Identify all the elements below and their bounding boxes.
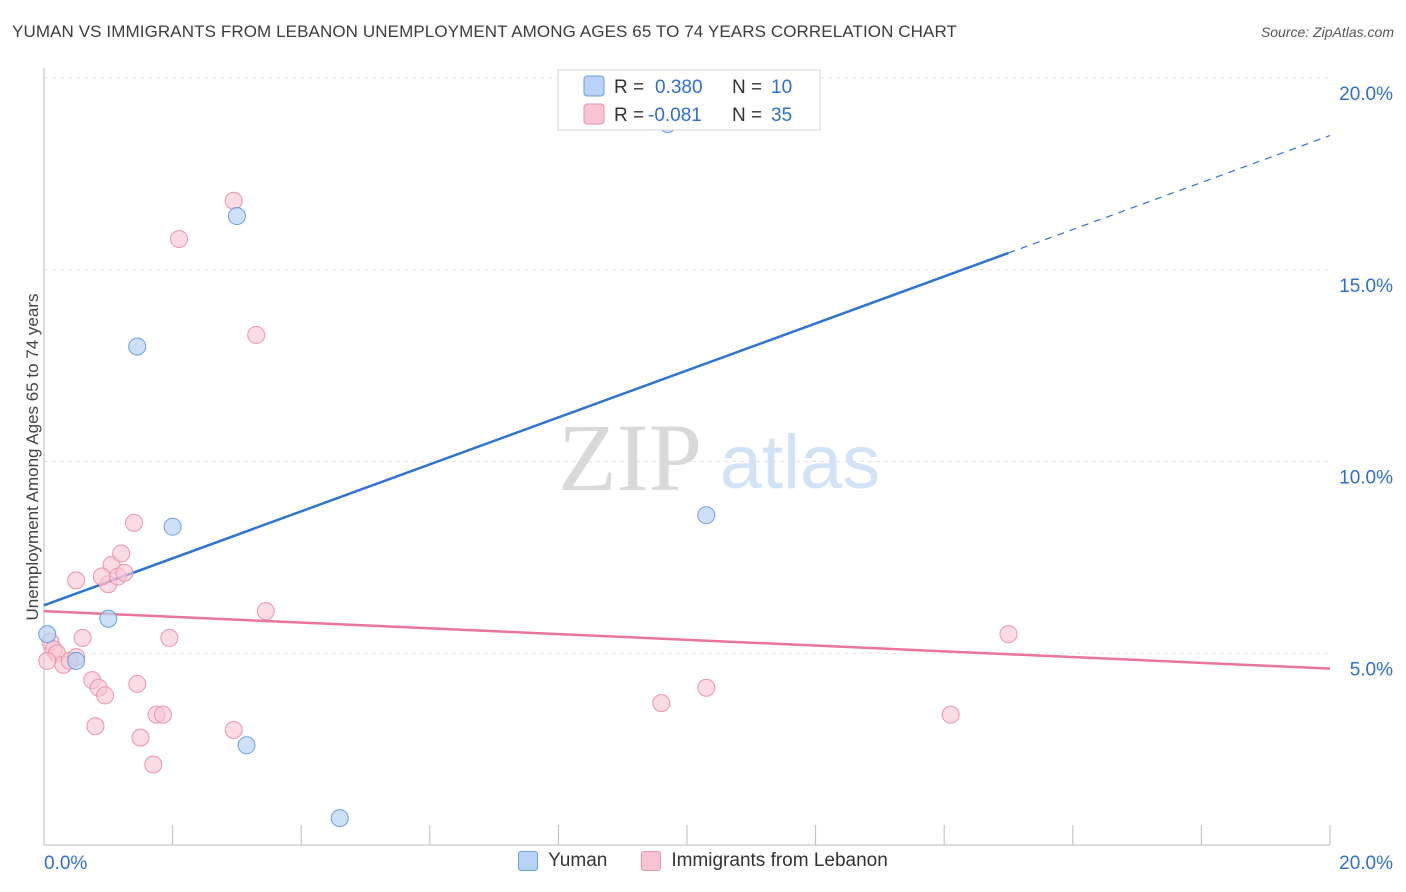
point-lebanon [86, 717, 105, 736]
watermark: ZIP atlas [558, 404, 880, 511]
point-lebanon [115, 563, 134, 582]
point-lebanon [128, 674, 147, 693]
trend-line-lebanon [43, 609, 1331, 670]
point-lebanon [652, 694, 671, 713]
point-lebanon [256, 602, 275, 621]
legend-swatch-lebanon-bottom [641, 851, 662, 871]
legend-label-lebanon: Immigrants from Lebanon [671, 850, 888, 871]
legend-n-value-lebanon: 35 [771, 105, 792, 126]
legend-swatch-yuman-bottom [518, 851, 539, 871]
legend-n-label-yuman: N = [732, 77, 762, 98]
legend-r-value-lebanon: -0.081 [648, 105, 702, 126]
point-lebanon [112, 544, 131, 563]
point-yuman [237, 736, 256, 755]
correlation-legend: R = 0.380 N = 10 R = -0.081 N = 35 [557, 69, 821, 131]
y-tick-label: 5.0% [1350, 659, 1393, 680]
point-lebanon [125, 513, 144, 532]
axes [43, 68, 1331, 846]
point-lebanon [153, 705, 172, 724]
point-yuman [99, 609, 118, 628]
point-lebanon [160, 628, 179, 647]
legend-n-value-yuman: 10 [771, 77, 792, 98]
legend-r-label-yuman: R = [614, 77, 644, 98]
watermark-atlas: atlas [720, 420, 881, 505]
point-lebanon [224, 720, 243, 739]
point-lebanon [247, 325, 266, 344]
point-lebanon [224, 191, 243, 210]
point-yuman [128, 337, 147, 356]
point-yuman [227, 207, 246, 226]
x-tick-label: 0.0% [44, 853, 87, 874]
point-lebanon [144, 755, 163, 774]
trend-line-yuman [43, 251, 1009, 607]
point-lebanon [73, 628, 92, 647]
point-lebanon [697, 678, 716, 697]
legend-n-label-lebanon: N = [732, 105, 762, 126]
x-tick-label: 20.0% [1339, 853, 1393, 874]
point-lebanon [999, 625, 1018, 644]
y-tick-label: 10.0% [1339, 468, 1393, 489]
source-label: Source: ZipAtlas.com [1260, 24, 1394, 40]
legend-item-yuman: Yuman [518, 850, 607, 872]
chart-title: YUMAN VS IMMIGRANTS FROM LEBANON UNEMPLO… [12, 22, 958, 41]
point-yuman [163, 517, 182, 536]
point-yuman [697, 506, 716, 525]
trend-lines [43, 134, 1331, 670]
y-tick-label: 15.0% [1339, 276, 1393, 297]
legend-r-value-yuman: 0.380 [655, 77, 703, 98]
point-lebanon [38, 651, 57, 670]
legend-r-label-lebanon: R = [614, 105, 644, 126]
data-points [38, 115, 1018, 828]
point-lebanon [96, 686, 115, 705]
legend-label-yuman: Yuman [548, 850, 608, 871]
point-lebanon [67, 571, 86, 590]
point-lebanon [131, 728, 150, 747]
y-axis-label: Unemployment Among Ages 65 to 74 years [23, 294, 42, 621]
point-yuman [67, 651, 86, 670]
point-yuman [38, 625, 57, 644]
trend-line-yuman-extension [1008, 134, 1331, 254]
point-lebanon [92, 567, 111, 586]
point-lebanon [170, 230, 189, 249]
tick-labels: 5.0% 10.0% 15.0% 20.0% 0.0% 20.0% [44, 84, 1393, 874]
point-yuman [330, 809, 349, 828]
legend-swatch-lebanon [583, 103, 605, 125]
grid-lines [44, 77, 1330, 654]
series-legend: Yuman Immigrants from Lebanon [0, 850, 1406, 872]
y-tick-label: 20.0% [1339, 84, 1393, 105]
point-lebanon [941, 705, 960, 724]
legend-item-lebanon: Immigrants from Lebanon [641, 850, 888, 872]
legend-swatch-yuman [583, 75, 605, 97]
watermark-zip: ZIP [558, 404, 702, 511]
